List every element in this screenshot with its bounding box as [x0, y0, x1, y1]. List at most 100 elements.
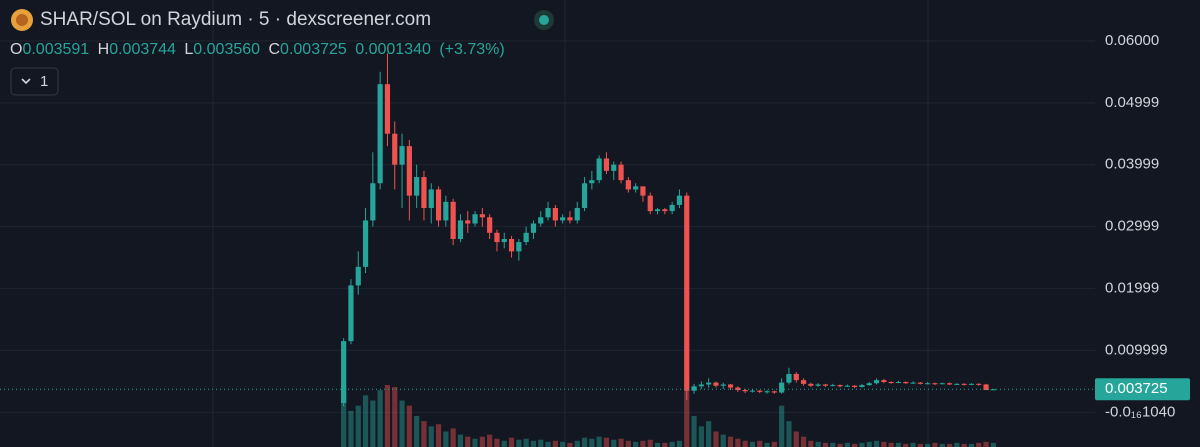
candle-body	[538, 217, 544, 224]
candle-body	[472, 214, 478, 224]
candle-body	[735, 387, 741, 391]
candle-body	[640, 186, 646, 196]
volume-bar	[932, 442, 938, 447]
volume-bar	[501, 440, 507, 447]
legend-key: L	[184, 41, 193, 58]
volume-bar	[479, 436, 485, 447]
volume-bar	[676, 440, 683, 447]
volume-bar	[946, 443, 953, 447]
volume-bar	[443, 431, 449, 447]
candle-body	[560, 217, 566, 221]
volume-bar	[574, 440, 580, 447]
legend-key: H	[98, 41, 110, 58]
volume-bar	[830, 442, 836, 447]
y-tick-label: 0.02999	[1105, 218, 1159, 235]
candle-body	[516, 242, 522, 252]
candle-body	[808, 383, 814, 386]
candle-body	[421, 177, 427, 209]
volume-bar	[355, 405, 361, 447]
volume-bar	[713, 431, 719, 447]
volume-bar	[545, 441, 551, 447]
candle-body	[706, 382, 712, 385]
indicator-toggle[interactable]: 1	[10, 67, 59, 96]
candle-body	[793, 373, 799, 381]
volume-bar	[654, 442, 661, 447]
candle-body	[399, 146, 405, 165]
candle-body	[822, 384, 829, 386]
chevron-icon	[21, 78, 31, 85]
candle-body	[852, 385, 858, 387]
volume-bar	[793, 431, 799, 447]
volume-bar	[764, 442, 770, 447]
candle-body	[618, 164, 624, 181]
volume-bar	[581, 437, 588, 447]
candle-body	[465, 220, 471, 224]
volume-bar	[399, 400, 405, 447]
candle-body	[523, 232, 529, 243]
legend-change-pct: (+3.73%)	[439, 41, 504, 58]
candle-body	[771, 391, 777, 393]
volume-bar	[341, 385, 347, 447]
grid	[212, 0, 929, 447]
legend-key: O	[10, 41, 22, 58]
volume-bar	[384, 385, 391, 447]
volume-bar	[662, 442, 668, 447]
volume-bar	[822, 442, 829, 447]
candle-body	[830, 385, 836, 387]
volume-bar	[640, 440, 646, 447]
status-dot	[539, 15, 549, 25]
volume-bar	[348, 410, 354, 447]
candle-body	[932, 383, 938, 385]
candle-body	[487, 217, 493, 233]
volume-bar	[362, 395, 369, 447]
volume-bar	[494, 438, 500, 447]
candle-body	[589, 180, 595, 184]
chart-title: SHAR/SOL on Raydium · 5 · dexscreener.co…	[40, 9, 431, 30]
candle-body	[545, 208, 551, 218]
volume-bar	[633, 441, 639, 447]
volume-bar	[691, 416, 697, 447]
volume-bar	[837, 443, 843, 447]
candle-body	[362, 220, 369, 267]
volume-bar	[567, 442, 573, 447]
candle-body	[779, 382, 785, 393]
candle-body	[925, 383, 931, 385]
volume-bar	[873, 440, 880, 447]
toggle-button[interactable]	[10, 67, 59, 96]
volume-bar	[538, 439, 544, 447]
y-tick-label: 0.01999	[1105, 280, 1159, 297]
candle-body	[596, 158, 602, 181]
volume-bar	[487, 434, 493, 447]
candle-body	[435, 189, 442, 221]
volume-bar	[465, 436, 471, 447]
candle-body	[501, 238, 507, 243]
candle-body	[939, 383, 945, 385]
volume-bar	[983, 441, 989, 447]
volume-bar	[435, 424, 442, 447]
token-icon-inner	[16, 14, 28, 26]
header: SHAR/SOL on Raydium · 5 · dexscreener.co…	[10, 9, 554, 96]
candle-body	[414, 177, 420, 196]
legend-value: 0.003591	[22, 41, 89, 58]
candle-body	[479, 214, 485, 218]
volume-bar	[552, 440, 558, 447]
volume-bar	[508, 437, 515, 447]
last-price-box	[1095, 378, 1190, 401]
volume-bar	[808, 440, 814, 447]
candle-body	[370, 183, 376, 221]
volume-bar	[771, 441, 777, 447]
candle-body	[727, 384, 734, 388]
candle-body	[567, 217, 573, 221]
candle-body	[888, 381, 894, 383]
legend-value: 0.003725	[280, 41, 347, 58]
candle-body	[859, 385, 865, 387]
candle-body	[691, 386, 697, 391]
candle-body	[757, 390, 763, 392]
candle-body	[669, 204, 675, 212]
candle-body	[903, 381, 909, 384]
y-tick-label: -0.0₁₆1040	[1105, 403, 1175, 420]
candle-body	[786, 373, 792, 383]
